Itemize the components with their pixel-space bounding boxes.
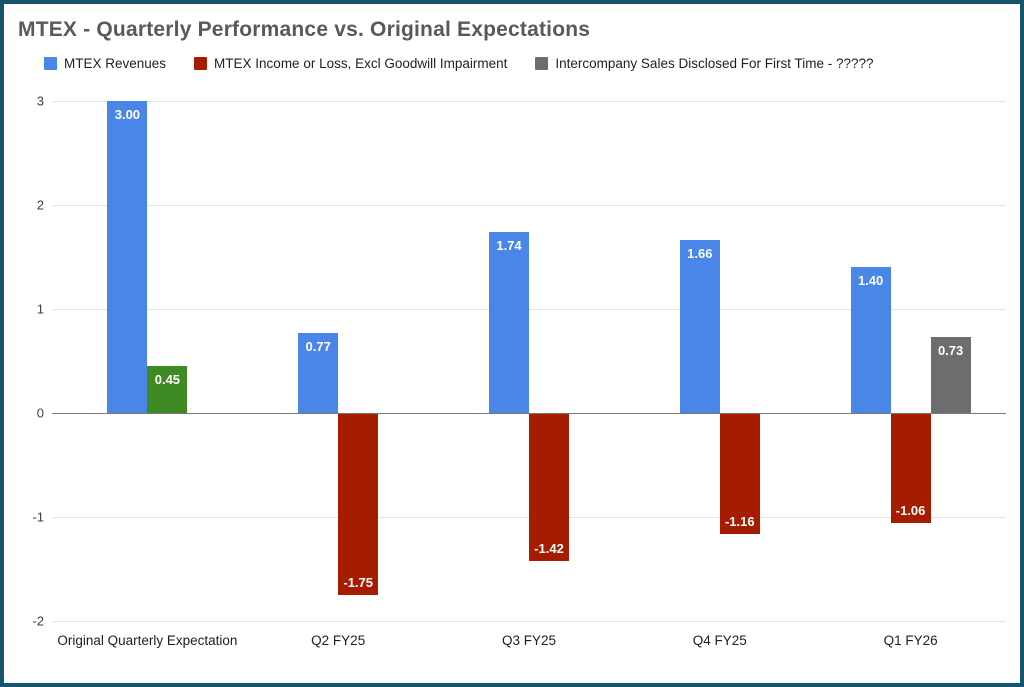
bar-value-label: 3.00 bbox=[114, 107, 141, 122]
legend-item-2: Intercompany Sales Disclosed For First T… bbox=[535, 56, 874, 71]
bar-value-label: 1.74 bbox=[496, 238, 522, 254]
gridline bbox=[52, 101, 1006, 102]
plot-area: 3 2 1 0 -1 -2 3.00 0.45 0.77 -1.75 1.74 -1.42 1.66 -1… bbox=[32, 94, 1006, 629]
zero-axis-line bbox=[52, 413, 1006, 414]
legend-item-0: MTEX Revenues bbox=[44, 56, 166, 71]
bar bbox=[338, 414, 379, 595]
bar bbox=[147, 366, 188, 413]
y-tick-label: -2 bbox=[32, 613, 44, 629]
y-tick-label: -1 bbox=[32, 509, 44, 525]
bar-value-label: 1.40 bbox=[857, 273, 884, 289]
gridline bbox=[52, 621, 1006, 622]
gridline bbox=[52, 205, 1006, 206]
bar-value-label: -1.06 bbox=[895, 503, 926, 519]
legend-label: MTEX Revenues bbox=[64, 56, 167, 71]
bar-value-label: 0.77 bbox=[305, 338, 331, 354]
x-axis-label: Q4 FY25 bbox=[692, 633, 747, 648]
legend-item-1: MTEX Income or Loss, Excl Goodwill Impai… bbox=[194, 56, 507, 71]
bar-value-label: 0.73 bbox=[937, 343, 964, 359]
bar bbox=[489, 232, 529, 413]
bar bbox=[679, 240, 720, 413]
bar-value-label: 0.45 bbox=[154, 372, 181, 388]
bar bbox=[850, 267, 891, 413]
bar-value-label: -1.16 bbox=[724, 513, 755, 529]
y-tick-label: 1 bbox=[36, 301, 44, 317]
bar bbox=[107, 101, 148, 413]
x-axis-label: Original Quarterly Expectation bbox=[57, 633, 238, 648]
bar bbox=[719, 414, 760, 534]
y-tick-label: 3 bbox=[36, 93, 44, 109]
x-axis-label: Q3 FY25 bbox=[501, 633, 556, 648]
bar-value-label: 1.66 bbox=[687, 246, 713, 262]
plot-wrap: 3 2 1 0 -1 -2 3.00 0.45 0.77 -1.75 1.74 -1.42 1.66 -1… bbox=[32, 94, 1006, 629]
bar bbox=[529, 414, 569, 561]
chart-legend: MTEX Revenues MTEX Income or Loss, Excl G… bbox=[44, 56, 1020, 71]
bar-value-label: -1.42 bbox=[534, 540, 564, 556]
legend-swatch bbox=[535, 57, 549, 70]
x-axis-label: Q1 FY26 bbox=[883, 633, 938, 648]
x-axis-label: Q2 FY25 bbox=[311, 633, 366, 648]
legend-label: Intercompany Sales Disclosed For First T… bbox=[555, 56, 874, 71]
bar bbox=[298, 332, 339, 413]
chart-title: MTEX - Quarterly Performance vs. Origina… bbox=[18, 18, 591, 41]
bar bbox=[930, 337, 971, 413]
legend-swatch bbox=[194, 57, 208, 70]
bar-value-label: -1.75 bbox=[343, 575, 373, 590]
legend-label: MTEX Income or Loss, Excl Goodwill Impai… bbox=[214, 56, 508, 71]
x-axis-labels: Original Quarterly Expectation Q2 FY25 Q3 … bbox=[52, 633, 1006, 648]
bar bbox=[890, 414, 931, 524]
gridline bbox=[52, 309, 1006, 310]
y-tick-label: 0 bbox=[36, 405, 44, 421]
y-tick-label: 2 bbox=[36, 197, 44, 213]
legend-swatch bbox=[44, 57, 57, 70]
